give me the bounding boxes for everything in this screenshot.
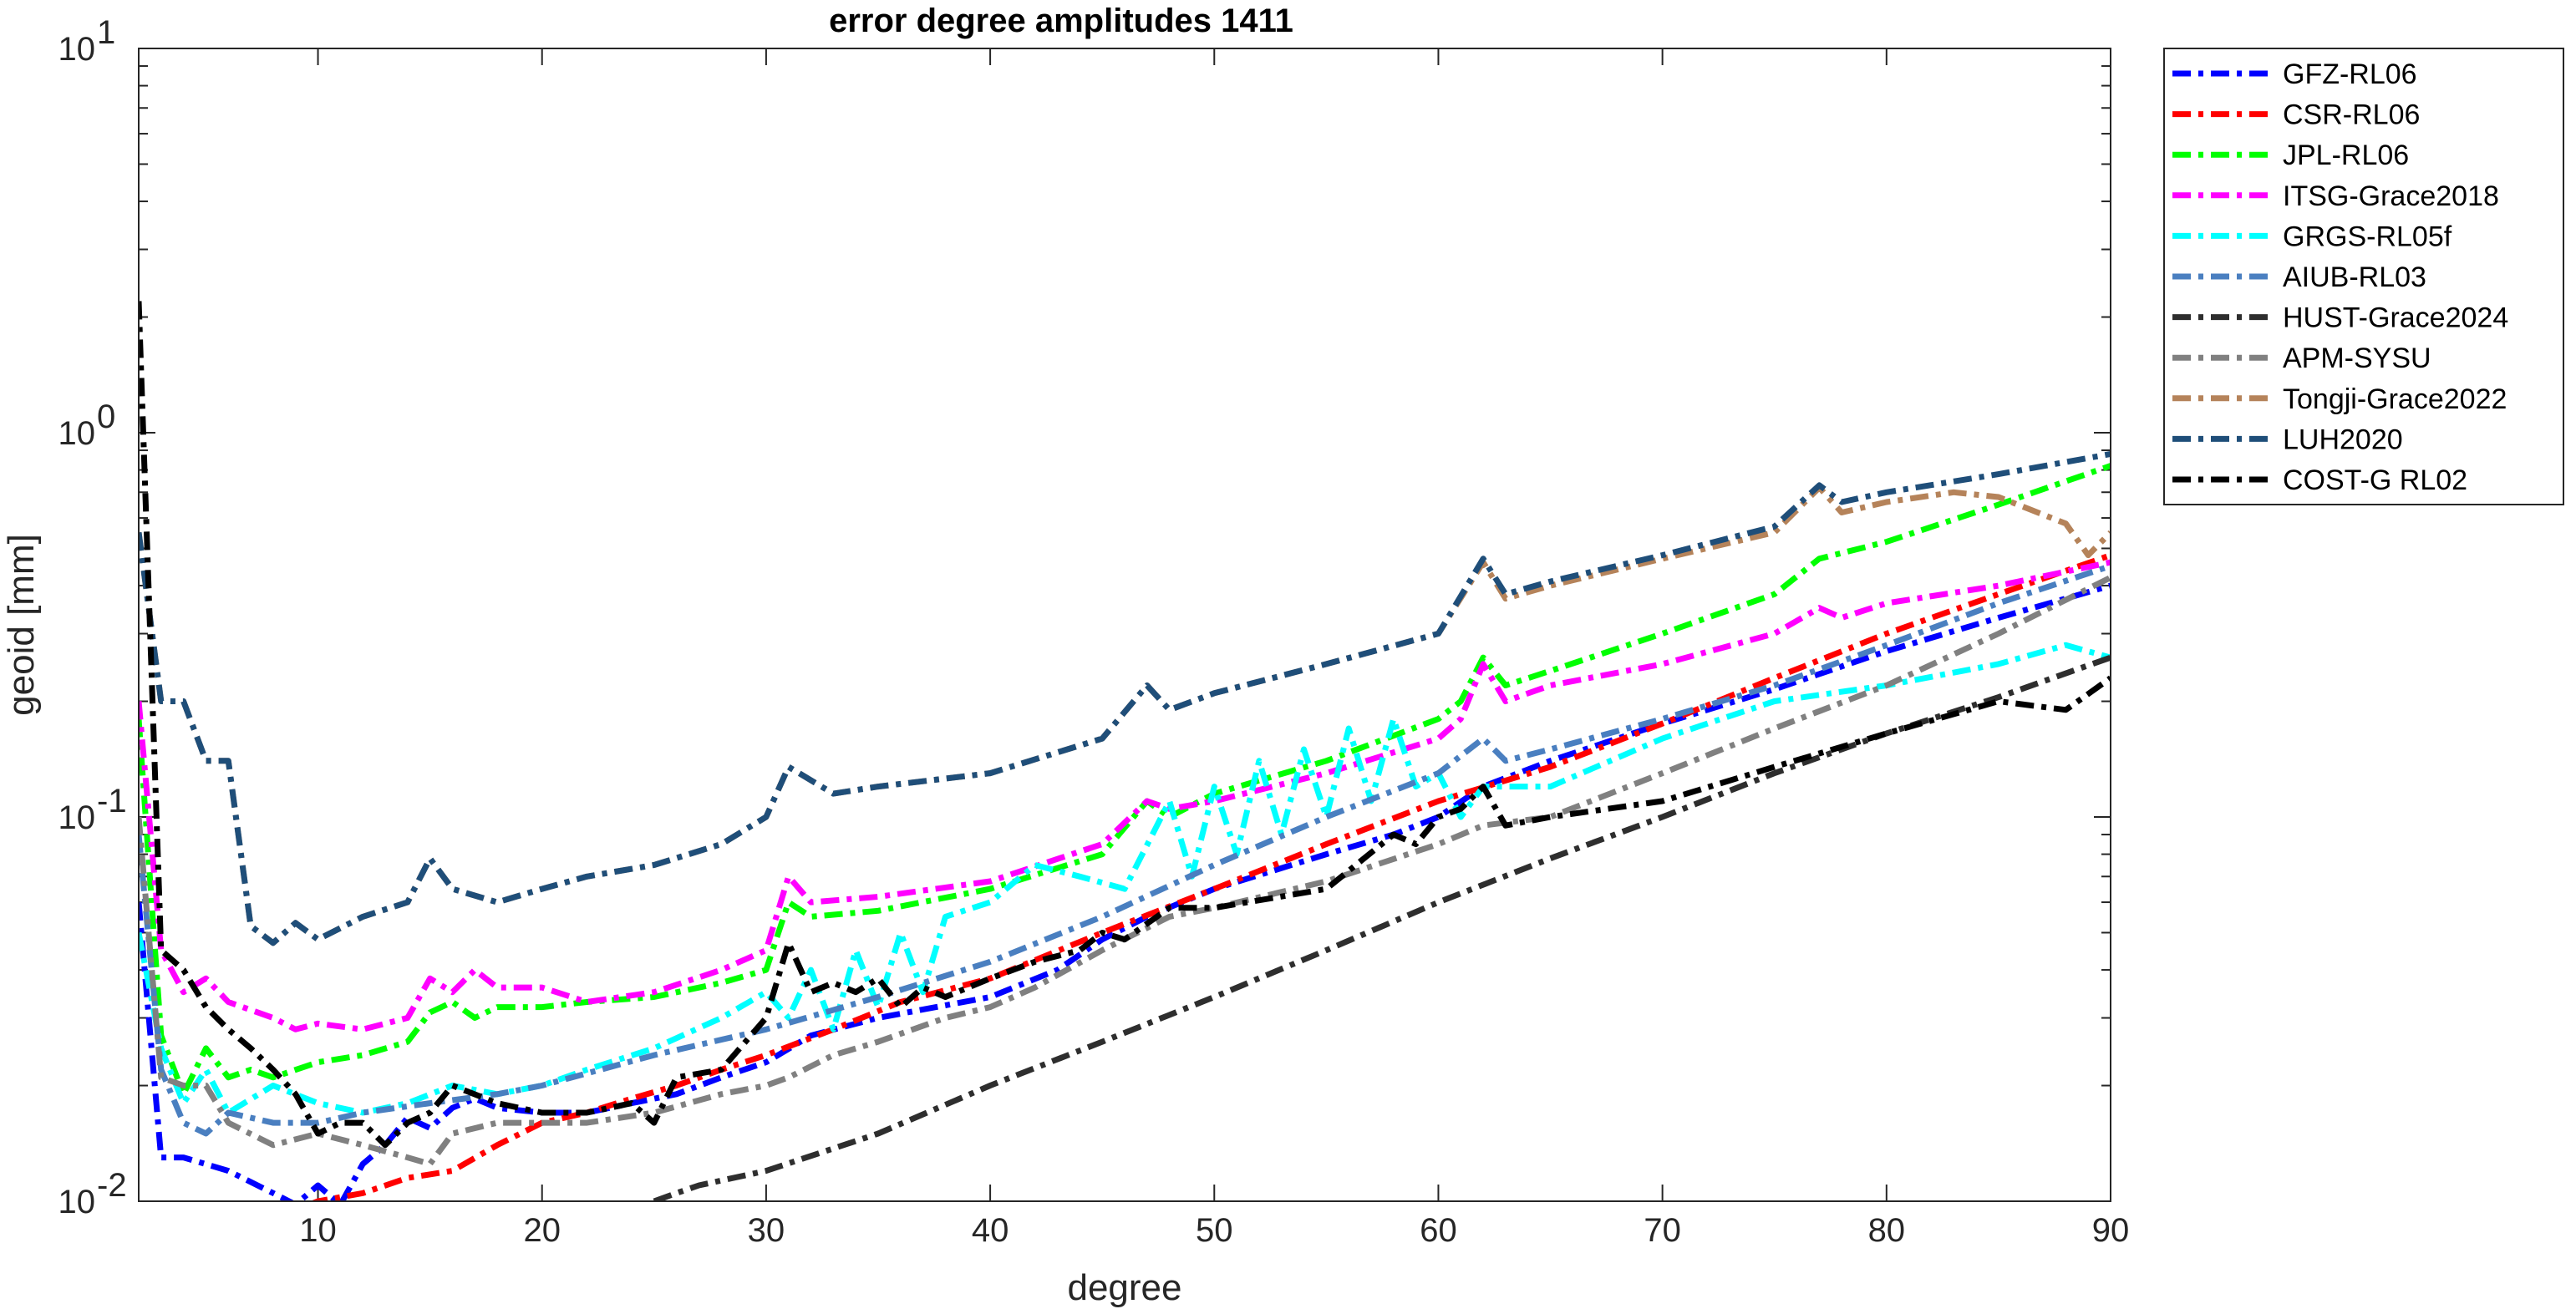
legend-label: GRGS-RL05f <box>2283 221 2452 252</box>
x-tick-label: 30 <box>748 1212 785 1249</box>
series-line-gfz-rl06 <box>139 582 2111 1201</box>
legend-label: JPL-RL06 <box>2283 140 2409 171</box>
legend-label: LUH2020 <box>2283 424 2403 455</box>
y-tick-label-exponent: -1 <box>97 783 127 819</box>
legend-label: APM-SYSU <box>2283 342 2431 374</box>
series-line-aiub-rl03 <box>139 563 2111 1137</box>
x-tick-label: 50 <box>1196 1212 1233 1249</box>
legend-label: GFZ-RL06 <box>2283 58 2417 90</box>
x-tick-label: 20 <box>523 1212 561 1249</box>
series-lines <box>139 301 2111 1201</box>
y-tick-label-exponent: 1 <box>97 14 115 51</box>
x-tick-label: 40 <box>972 1212 1009 1249</box>
y-tick-label: 10 <box>58 31 96 68</box>
series-line-tongji-grace2022 <box>139 485 2111 946</box>
series-line-cost-g-rl02 <box>139 301 2111 1149</box>
x-tick-label: 70 <box>1644 1212 1681 1249</box>
legend-box <box>2163 48 2564 505</box>
y-tick-label: 10 <box>58 415 96 452</box>
legend-label: Tongji-Grace2022 <box>2283 383 2507 415</box>
y-tick-label-exponent: 0 <box>97 398 115 435</box>
y-tick-label-base: 10 <box>58 31 96 68</box>
x-tick-label: 10 <box>299 1212 337 1249</box>
y-tick-label: 10 <box>58 1184 96 1220</box>
legend-label: HUST-Grace2024 <box>2283 302 2508 334</box>
series-line-csr-rl06 <box>309 552 2111 1201</box>
y-axis-title: geoid [mm] <box>1 534 42 716</box>
plot-area-frame <box>138 48 2111 1202</box>
legend-label: COST-G RL02 <box>2283 464 2467 496</box>
x-axis-title: degree <box>1067 1267 1181 1308</box>
y-tick-label: 10 <box>58 799 96 836</box>
x-tick-label: 60 <box>1420 1212 1457 1249</box>
y-tick-label-base: 10 <box>58 799 96 836</box>
x-tick-label: 90 <box>2092 1212 2130 1249</box>
legend: GFZ-RL06 CSR-RL06 JPL-RL06 ITSG-Grace2018 GR… <box>2163 48 2564 505</box>
series-line-hust-grace2024 <box>653 654 2111 1201</box>
y-tick-label-exponent: -2 <box>97 1167 127 1204</box>
y-tick-label-base: 10 <box>58 1184 96 1220</box>
legend-label: CSR-RL06 <box>2283 99 2420 131</box>
legend-label: ITSG-Grace2018 <box>2283 180 2499 212</box>
legend-label: AIUB-RL03 <box>2283 261 2426 293</box>
chart-title: error degree amplitudes 1411 <box>829 3 1293 39</box>
series-line-itsg-grace2018 <box>139 559 2111 1032</box>
series-line-jpl-rl06 <box>139 463 2111 1098</box>
y-tick-label-base: 10 <box>58 415 96 452</box>
x-tick-label: 80 <box>1868 1212 1906 1249</box>
series-line-luh2020 <box>139 451 2111 946</box>
